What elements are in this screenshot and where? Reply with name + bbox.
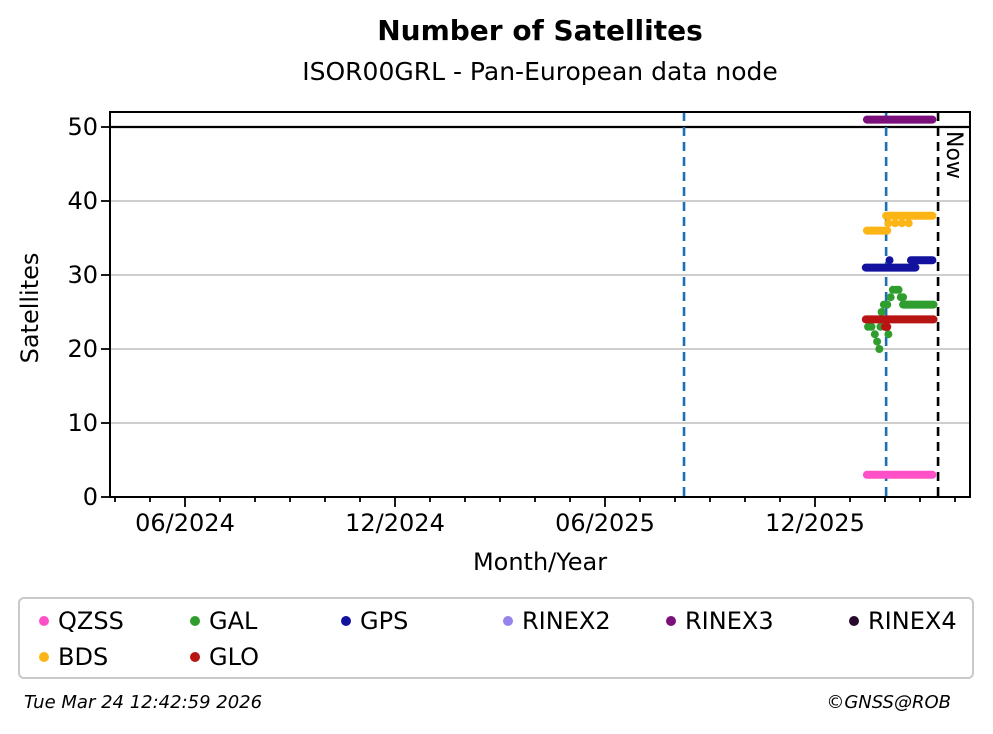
- legend-marker-icon: [39, 652, 49, 662]
- y-tick-label: 50: [67, 113, 98, 141]
- x-tick-label: 06/2024: [135, 509, 235, 537]
- gridlines: [110, 200, 970, 424]
- copyright-credit: ©GNSS@ROB: [826, 692, 951, 713]
- legend-label: BDS: [58, 643, 109, 671]
- chart-subtitle: ISOR00GRL - Pan-European data node: [302, 57, 778, 86]
- legend-label: RINEX2: [522, 607, 611, 635]
- legend-marker-icon: [39, 616, 49, 626]
- x-axis-label: Month/Year: [472, 548, 608, 576]
- legend-marker-icon: [849, 616, 859, 626]
- legend-marker-icon: [503, 616, 513, 626]
- plot-frame: [109, 111, 971, 498]
- legend-label: GPS: [360, 607, 409, 635]
- y-tick-label: 20: [67, 335, 98, 363]
- legend-label: QZSS: [58, 607, 124, 635]
- legend-item-RINEX3: RINEX3: [666, 606, 774, 636]
- y-tick-label: 10: [67, 409, 98, 437]
- legend-marker-icon: [190, 616, 200, 626]
- legend-item-GAL: GAL: [190, 606, 257, 636]
- legend-item-RINEX2: RINEX2: [503, 606, 611, 636]
- legend-item-QZSS: QZSS: [39, 606, 124, 636]
- y-tick-label: 40: [67, 187, 98, 215]
- legend-marker-icon: [341, 616, 351, 626]
- legend-item-BDS: BDS: [39, 642, 108, 672]
- y-tick-label: 0: [82, 483, 98, 511]
- legend-marker-icon: [666, 616, 676, 626]
- chart-title: Number of Satellites: [377, 14, 703, 47]
- legend-label: RINEX4: [868, 607, 957, 635]
- plot-timestamp: Tue Mar 24 12:42:59 2026: [24, 692, 263, 713]
- x-tick-label: 12/2024: [345, 509, 445, 537]
- x-tick-label: 12/2025: [765, 509, 865, 537]
- legend-label: RINEX3: [685, 607, 774, 635]
- series-GPS: [861, 256, 937, 272]
- legend-box: QZSS GAL GPS RINEX2 RINEX3 RINEX4 BDS GLO: [18, 597, 974, 679]
- x-tick-marks: [114, 497, 956, 507]
- y-tick-label: 30: [67, 261, 98, 289]
- x-tick-label: 06/2025: [555, 509, 655, 537]
- legend-label: GAL: [209, 607, 258, 635]
- legend-label: GLO: [209, 643, 260, 671]
- legend-item-GLO: GLO: [190, 642, 259, 672]
- series-GLO: [861, 315, 938, 331]
- now-marker-label: Now: [941, 131, 966, 179]
- y-tick-marks: [101, 126, 110, 498]
- legend-item-GPS: GPS: [341, 606, 408, 636]
- legend-item-RINEX4: RINEX4: [849, 606, 957, 636]
- legend-marker-icon: [190, 652, 200, 662]
- series-BDS: [862, 211, 937, 235]
